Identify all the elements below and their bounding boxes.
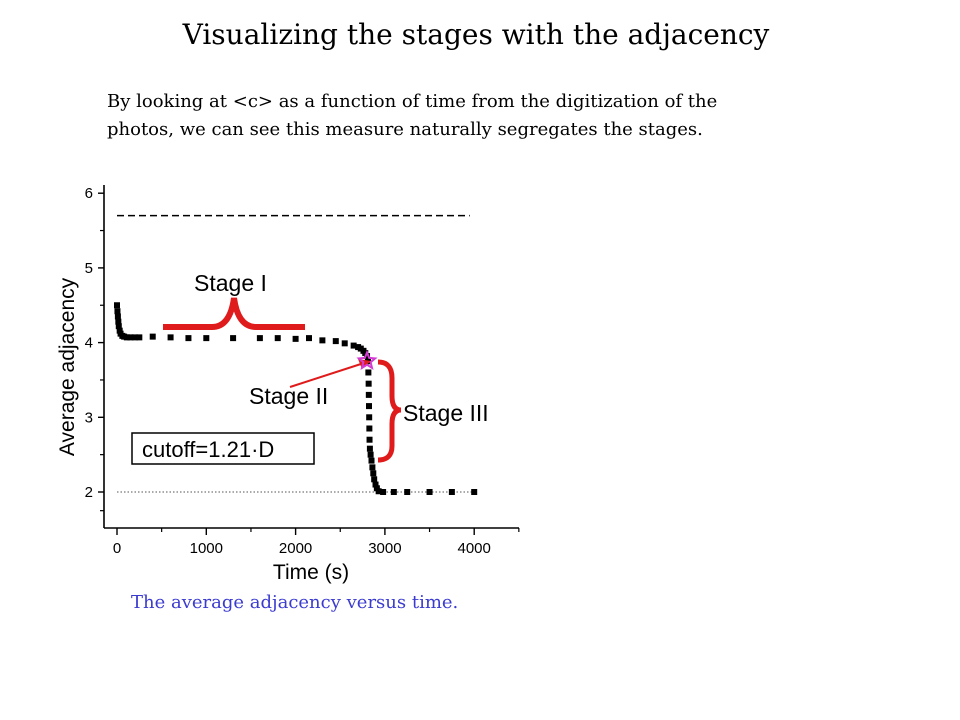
data-point-0-42 <box>369 464 376 471</box>
y-tick-label-2: 4 <box>85 335 93 352</box>
data-point-0-10 <box>127 334 134 341</box>
data-point-0-19 <box>274 335 281 342</box>
data-point-0-45 <box>372 481 379 488</box>
data-point-0-22 <box>319 337 326 344</box>
cutoff-label: cutoff=1.21·D <box>142 437 274 462</box>
data-point-0-41 <box>368 457 375 464</box>
y-tick-label-0: 2 <box>85 484 93 501</box>
description-line-1: By looking at <c> as a function of time … <box>107 91 718 112</box>
data-point-0-53 <box>471 489 478 495</box>
stage-1-label: Stage I <box>194 270 267 296</box>
data-point-0-37 <box>366 425 373 432</box>
data-series <box>114 302 478 495</box>
data-point-0-11 <box>131 334 138 341</box>
data-point-0-30 <box>364 353 371 360</box>
data-point-0-1 <box>114 308 121 315</box>
stage-2-arrow <box>289 362 365 388</box>
data-point-0-34 <box>365 391 372 398</box>
data-point-0-49 <box>390 489 397 495</box>
data-point-0-48 <box>380 489 387 495</box>
data-point-0-12 <box>136 334 143 341</box>
x-tick-label-2: 2000 <box>279 540 312 557</box>
slide-title: Visualizing the stages with the adjacenc… <box>182 18 770 51</box>
data-point-0-23 <box>332 338 339 345</box>
data-point-0-47 <box>375 488 382 495</box>
data-point-0-15 <box>185 335 192 342</box>
transition-marker <box>356 349 378 371</box>
data-point-0-25 <box>350 342 357 349</box>
data-point-0-2 <box>114 313 121 320</box>
reference-lines <box>117 214 475 493</box>
data-point-0-4 <box>115 323 122 330</box>
y-tick-label-4: 6 <box>85 185 93 202</box>
chart-axes: 0 1000 2000 3000 4000 2 3 4 5 6 Time (s) Average ad… <box>56 185 520 584</box>
data-point-0-32 <box>365 369 372 376</box>
data-point-0-17 <box>230 335 237 342</box>
data-point-0-33 <box>365 380 372 387</box>
data-point-0-39 <box>366 445 373 452</box>
data-point-0-40 <box>367 451 374 458</box>
stage-2-label: Stage II <box>249 383 328 409</box>
data-point-0-0 <box>114 302 120 309</box>
data-point-0-36 <box>366 414 373 421</box>
x-tick-label-0: 0 <box>113 540 121 557</box>
stage-3-label: Stage III <box>403 400 489 426</box>
data-point-0-9 <box>123 334 130 341</box>
stage-1-brace <box>163 297 305 330</box>
slide-description: By looking at <c> as a function of time … <box>107 88 867 144</box>
x-axis-title: Time (s) <box>273 561 349 584</box>
data-point-0-21 <box>305 335 312 342</box>
data-point-0-44 <box>371 476 378 483</box>
data-point-0-20 <box>292 335 299 342</box>
y-tick-label-1: 3 <box>85 409 93 426</box>
data-point-0-24 <box>341 340 348 347</box>
y-axis-title: Average adjacency <box>56 277 79 456</box>
cutoff-box <box>131 432 315 465</box>
data-point-0-14 <box>167 334 174 341</box>
chart-annotations: Stage I Stage II Stage III cutoff=1.21·D <box>131 270 489 465</box>
data-point-0-51 <box>426 489 433 495</box>
data-point-0-38 <box>366 436 373 443</box>
data-point-0-52 <box>448 489 455 495</box>
figure-caption: The average adjacency versus time. <box>131 592 459 613</box>
x-tick-label-3: 3000 <box>368 540 401 557</box>
data-point-0-18 <box>256 335 263 342</box>
data-point-0-16 <box>203 335 210 342</box>
data-point-0-35 <box>366 403 373 410</box>
x-tick-label-1: 1000 <box>190 540 223 557</box>
stage-3-brace <box>377 359 402 463</box>
y-tick-label-3: 5 <box>85 260 93 277</box>
data-point-0-13 <box>149 333 156 340</box>
data-point-0-3 <box>115 318 122 325</box>
data-point-0-50 <box>404 489 411 495</box>
x-tick-label-4: 4000 <box>458 540 491 557</box>
description-line-2: photos, we can see this measure naturall… <box>107 119 703 140</box>
data-point-0-43 <box>370 470 377 477</box>
